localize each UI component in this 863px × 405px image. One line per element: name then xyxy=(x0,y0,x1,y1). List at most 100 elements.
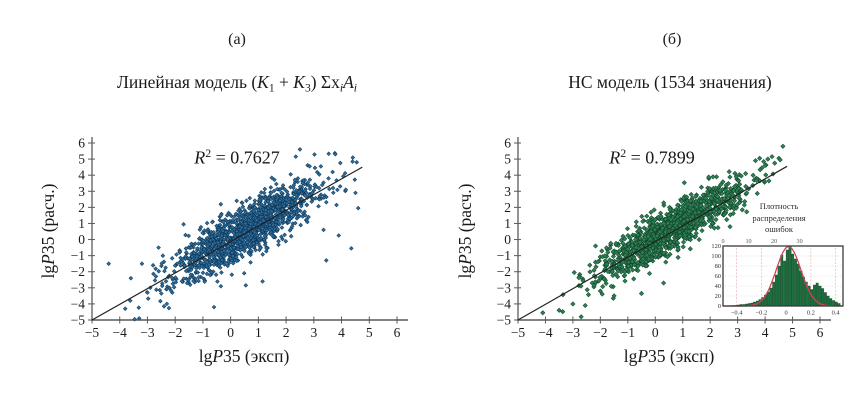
scatter-point xyxy=(312,165,318,171)
scatter-point xyxy=(242,248,247,254)
scatter-point xyxy=(299,191,304,196)
scatter-point xyxy=(295,176,301,181)
scatter-point xyxy=(639,249,646,256)
histogram-bar xyxy=(772,281,776,307)
y-tick-label: 6 xyxy=(504,136,511,151)
scatter-point xyxy=(613,240,619,246)
scatter-point xyxy=(693,193,699,199)
scatter-point xyxy=(294,188,299,193)
scatter-point xyxy=(355,205,361,211)
histogram-bar xyxy=(785,249,789,307)
scatter-point xyxy=(202,279,207,284)
text-part: НС модель (1534 значения) xyxy=(568,72,772,92)
scatter-point xyxy=(635,263,641,269)
scatter-point xyxy=(624,226,631,232)
scatter-point xyxy=(757,155,763,161)
scatter-point xyxy=(288,210,294,215)
scatter-point xyxy=(218,213,224,218)
scatter-point xyxy=(243,283,249,288)
scatter-point xyxy=(304,202,309,208)
scatter-point xyxy=(731,198,738,204)
panel-a-title: Линейная модель (K1 + K3) ΣxiAi xyxy=(57,72,417,95)
scatter-point xyxy=(251,241,256,246)
scatter-point xyxy=(211,262,217,267)
scatter-point xyxy=(753,177,760,183)
scatter-point xyxy=(188,272,194,277)
scatter-point xyxy=(248,260,253,265)
scatter-point xyxy=(661,250,667,256)
scatter-point xyxy=(687,246,693,252)
scatter-point xyxy=(270,222,276,228)
scatter-point xyxy=(202,257,208,263)
scatter-point xyxy=(262,233,267,239)
scatter-point xyxy=(302,209,307,214)
scatter-point xyxy=(330,169,335,175)
histogram-bar xyxy=(788,245,792,307)
panel-a-yaxis-label: lgP35 (расч.) xyxy=(38,131,60,331)
scatter-point xyxy=(186,233,191,239)
scatter-point xyxy=(229,250,235,255)
scatter-point xyxy=(744,209,750,215)
scatter-point xyxy=(186,277,191,282)
scatter-point xyxy=(246,231,251,237)
scatter-point xyxy=(162,268,167,274)
scatter-point xyxy=(629,259,635,265)
histogram-bar xyxy=(794,258,797,307)
scatter-point xyxy=(295,179,300,185)
panel-b-xaxis-label: lgP35 (эксп) xyxy=(569,346,769,367)
scatter-point xyxy=(132,316,137,322)
y-tick-label: 0 xyxy=(504,232,511,247)
scatter-point xyxy=(630,267,636,273)
scatter-point xyxy=(293,154,299,159)
scatter-point xyxy=(596,278,602,284)
scatter-point xyxy=(658,210,664,216)
inset-y-tick-label: 20 xyxy=(715,293,721,300)
scatter-point xyxy=(700,192,706,198)
scatter-point xyxy=(161,304,167,309)
scatter-point xyxy=(153,274,159,279)
text-part: 3 xyxy=(304,82,311,95)
scatter-point xyxy=(576,275,582,281)
scatter-point xyxy=(667,239,674,245)
scatter-point xyxy=(662,229,668,235)
inset-border xyxy=(722,245,844,307)
scatter-point xyxy=(674,220,680,226)
scatter-point xyxy=(258,214,264,220)
scatter-point xyxy=(197,265,202,270)
scatter-point xyxy=(212,240,217,246)
scatter-point xyxy=(248,235,253,241)
inset-title: Плотность распределения ошибок xyxy=(720,201,838,236)
scatter-point xyxy=(723,204,729,210)
scatter-point xyxy=(189,254,195,260)
text-part: ) Σx xyxy=(310,72,340,92)
scatter-point xyxy=(726,169,732,175)
scatter-point xyxy=(290,213,296,219)
scatter-point xyxy=(292,177,298,183)
scatter-point xyxy=(163,279,169,284)
scatter-point xyxy=(248,248,254,253)
scatter-point xyxy=(209,269,214,275)
y-tick-label: 3 xyxy=(504,184,511,199)
inset-y-tick-label: 80 xyxy=(715,263,721,270)
scatter-point xyxy=(308,184,313,189)
scatter-point xyxy=(281,216,286,222)
scatter-point xyxy=(197,235,202,241)
scatter-point xyxy=(667,207,673,213)
scatter-point xyxy=(681,218,687,224)
scatter-point xyxy=(238,247,243,253)
inset-top-tick-label: 20 xyxy=(771,238,777,245)
scatter-point xyxy=(231,230,236,236)
scatter-point xyxy=(719,191,725,197)
scatter-point xyxy=(625,263,631,269)
scatter-point xyxy=(195,270,201,275)
scatter-point xyxy=(631,255,637,261)
scatter-point xyxy=(217,222,223,228)
scatter-point xyxy=(726,192,732,199)
scatter-point xyxy=(216,259,222,265)
scatter-point xyxy=(335,187,340,193)
text-part: lg xyxy=(623,346,638,366)
x-tick-label: 2 xyxy=(707,325,714,340)
inset-y-tick-label: 0 xyxy=(718,303,721,310)
histogram-bar xyxy=(769,287,773,307)
